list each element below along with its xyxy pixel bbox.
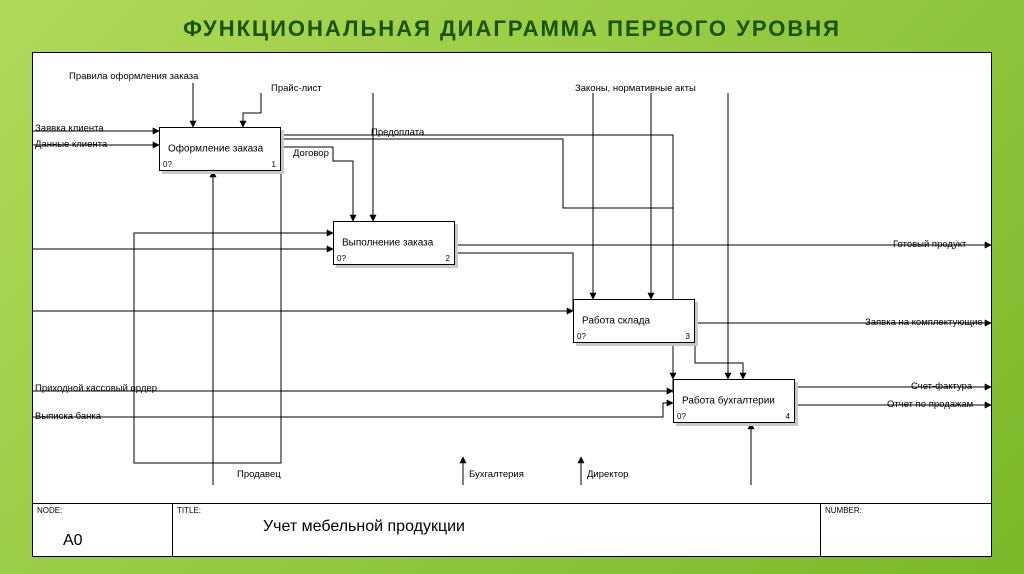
node-vypolnenie-zakaza: Выполнение заказа 0? 2 xyxy=(333,221,455,265)
node-corner-left: 0? xyxy=(163,160,172,169)
node-label: Оформление заказа xyxy=(168,144,263,155)
footer-title-tag: TITLE: xyxy=(177,506,201,515)
node-label: Выполнение заказа xyxy=(342,238,433,249)
node-rabota-buhgalterii: Работа бухгалтерии 0? 4 xyxy=(673,379,795,423)
label-zayavka-klienta: Заявка клиента xyxy=(35,123,104,134)
footer-title-cell: TITLE: Учет мебельной продукции xyxy=(173,504,821,556)
label-otchet-prodazham: Отчет по продажам xyxy=(887,399,973,410)
label-prihodnoy-order: Приходной кассовый ордер xyxy=(35,383,157,394)
label-pravila-oformlenia: Правила оформления заказа xyxy=(69,71,198,82)
label-direktor: Директор xyxy=(587,469,628,480)
footer-title-value: Учет мебельной продукции xyxy=(263,518,465,536)
footer-number-cell: NUMBER: xyxy=(821,504,991,556)
node-label: Работа бухгалтерии xyxy=(682,396,775,407)
node-corner-right: 4 xyxy=(786,412,790,421)
footer-node-cell: NODE: A0 xyxy=(33,504,173,556)
label-predoplata: Предоплата xyxy=(371,127,424,138)
label-prais-list: Прайс-лист xyxy=(271,83,322,94)
node-rabota-sklada: Работа склада 0? 3 xyxy=(573,299,695,343)
node-corner-left: 0? xyxy=(337,254,346,263)
diagram-frame: Оформление заказа 0? 1 Выполнение заказа… xyxy=(32,52,992,557)
label-schet-faktura: Счет-фактура xyxy=(911,381,972,392)
footer-number-tag: NUMBER: xyxy=(825,506,862,515)
label-dogovor: Договор xyxy=(293,148,329,159)
node-oformlenie-zakaza: Оформление заказа 0? 1 xyxy=(159,127,281,171)
label-zayavka-komplekt: Заявка на комплектующие xyxy=(865,317,983,328)
label-zakony: Законы, нормативные акты xyxy=(575,83,696,94)
footer-node-tag: NODE: xyxy=(37,506,62,515)
node-corner-right: 3 xyxy=(686,332,690,341)
label-buhgalteria: Бухгалтерия xyxy=(469,469,524,480)
label-gotovyi-produkt: Готовый продукт xyxy=(893,239,966,250)
node-corner-left: 0? xyxy=(677,412,686,421)
label-prodavec: Продавец xyxy=(237,469,281,480)
page-title: ФУНКЦИОНАЛЬНАЯ ДИАГРАММА ПЕРВОГО УРОВНЯ xyxy=(16,16,1008,42)
label-vypiska-banka: Выписка банка xyxy=(35,411,101,422)
diagram-canvas: Оформление заказа 0? 1 Выполнение заказа… xyxy=(33,53,991,504)
footer-node-value: A0 xyxy=(63,532,83,550)
node-corner-right: 2 xyxy=(446,254,450,263)
arrows-layer xyxy=(33,53,991,503)
node-label: Работа склада xyxy=(582,316,650,327)
node-corner-left: 0? xyxy=(577,332,586,341)
label-dannye-klienta: Данные клиента xyxy=(35,139,107,150)
footer-frame: NODE: A0 TITLE: Учет мебельной продукции… xyxy=(33,504,991,556)
node-corner-right: 1 xyxy=(272,160,276,169)
